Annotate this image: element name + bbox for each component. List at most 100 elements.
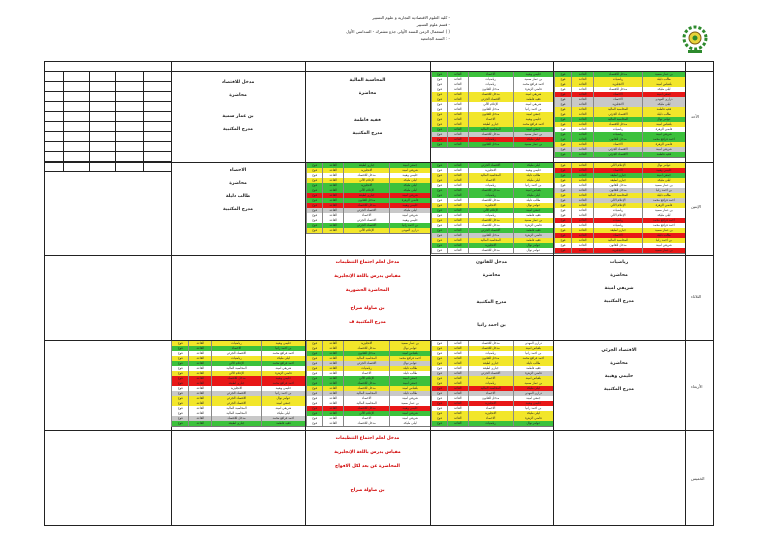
td-cell: القاعة: [446, 193, 468, 198]
td-cell: فوج: [554, 213, 572, 218]
lecture-tue-mgmt: مدخل لعلم اجتماع التنظيمات مقياس يدرس با…: [305, 256, 430, 330]
td-cell: القاعة: [446, 346, 468, 351]
td-cell: الاقتصاد الجزئي: [343, 223, 390, 228]
td-cell: احمد قراقع محمد: [260, 361, 305, 366]
td-cell: فوج: [431, 366, 447, 371]
td-cell: الإعلام الآلي: [467, 102, 513, 107]
td-cell: احمد قراقع محمد: [389, 356, 430, 361]
td-cell: القاعة: [571, 77, 594, 82]
td-cell: الاحصاء: [467, 416, 513, 421]
td-cell: شريفي امينة: [389, 411, 430, 416]
td-cell: حليمي وهيبة: [260, 386, 305, 391]
td-cell: فوج: [306, 391, 323, 396]
td-cell: القاعة: [446, 92, 468, 97]
td-cell: الاحصاء: [467, 406, 513, 411]
td-cell: القاعة: [446, 361, 468, 366]
td-cell: القاعة: [322, 421, 344, 426]
td-cell: القاعة: [188, 401, 212, 406]
lecture-note: مقياس يدرس باللغة الإنجليزية: [334, 450, 401, 455]
td-cell: فوج: [306, 401, 323, 406]
lecture-type: محاضرة: [229, 181, 247, 186]
td-cell: شريفي امينة: [512, 102, 553, 107]
td-cell: القاعة: [571, 142, 594, 147]
td-cell: القاعة: [571, 233, 594, 238]
td-cell: رياضيات: [467, 82, 513, 87]
td-cell: رياضيات: [467, 381, 513, 386]
td-cell: القاعة: [446, 208, 468, 213]
td-cell: فوج: [431, 228, 447, 233]
td-cell: فوج: [431, 188, 447, 193]
td-cell: القاعة: [446, 97, 468, 102]
td-cell: القاعة: [571, 213, 594, 218]
lecture-title: الاحصاء: [229, 168, 247, 173]
td-cell: بن احمد رانيا: [260, 346, 305, 351]
td-cell: القاعة: [571, 243, 594, 248]
td-cell: بن عمار سمية: [512, 77, 553, 82]
td-cell: الاحصاء: [593, 233, 642, 238]
td-cell: القاعة: [446, 381, 468, 386]
td-cell: بن عمار سمية: [512, 218, 553, 223]
td-cell: فوج: [306, 223, 323, 228]
td-cell: القاعة: [188, 361, 212, 366]
td-cell: مدخل للاقتصاد: [467, 218, 513, 223]
td-cell: القاعة: [446, 82, 468, 87]
td-cell: فوج: [306, 361, 323, 366]
td-cell: طالب دليلة: [389, 366, 430, 371]
header-line-1: كلية العلوم الاقتصادية التجارية و علوم ا…: [372, 15, 450, 20]
td-cell: حليمي وهيبة: [512, 117, 553, 122]
td-cell: جباري لطيفة: [593, 178, 642, 183]
td-cell: فوج: [431, 137, 447, 142]
td-cell: مدخل للاقتصاد: [467, 188, 513, 193]
td-cell: شريفي امينة: [260, 406, 305, 411]
td-cell: فوج: [431, 406, 447, 411]
td-cell: رياضيات: [467, 137, 513, 142]
td-cell: رياضيات: [211, 356, 261, 361]
td-cell: بن عمار سمية: [641, 183, 685, 188]
td-cell: مدخل للقانون: [467, 396, 513, 401]
td-cell: فوج: [431, 223, 447, 228]
td-cell: فوج: [431, 72, 447, 77]
td-cell: القاعة: [446, 416, 468, 421]
td-cell: الاقتصاد الجزئي: [211, 391, 261, 396]
td-cell: قاضي الزهرة: [512, 223, 553, 228]
td-cell: جباري لطيفة: [211, 421, 261, 426]
td-cell: القاعة: [571, 193, 594, 198]
td-cell: القاعة: [322, 173, 344, 178]
td-cell: ليلى مليكة: [641, 213, 685, 218]
td-cell: القاعة: [446, 102, 468, 107]
td-cell: مدخل للاقتصاد: [343, 406, 390, 411]
lecture-room: مدرج المكتبية: [352, 131, 383, 136]
td-cell: مدخل للاقتصاد: [467, 198, 513, 203]
td-cell: فوج: [554, 243, 572, 248]
lecture-title: مدخل لعلم اجتماع التنظيمات: [335, 260, 400, 265]
td-cell: رياضيات: [593, 218, 642, 223]
td-cell: فوج: [306, 421, 323, 426]
td-cell: فوج: [306, 346, 323, 351]
td-cell: فوج: [554, 173, 572, 178]
td-cell: القاعة: [322, 376, 344, 381]
td-cell: رياضيات: [467, 421, 513, 426]
td-cell: مدخل للقانون: [467, 87, 513, 92]
td-cell: القاعة: [188, 346, 212, 351]
td-cell: القاعة: [188, 396, 212, 401]
td-cell: القاعة: [322, 341, 344, 346]
td-cell: مدخل للاقتصاد: [343, 173, 390, 178]
td-cell: القاعة: [571, 198, 594, 203]
td-cell: رياضيات: [467, 351, 513, 356]
td-cell: الاقتصاد الجزئي: [211, 351, 261, 356]
td-cell: فوج: [431, 127, 447, 132]
td-cell: عوامر نوال: [512, 203, 553, 208]
td-cell: القاعة: [446, 401, 468, 406]
td-cell: فوج: [431, 401, 447, 406]
td-cell: فوج: [554, 92, 572, 97]
lecture-teacher: شريفي امينة: [604, 286, 634, 291]
td-cell: عوامر نوال: [260, 396, 305, 401]
td-cell: مدخل للقانون: [467, 112, 513, 117]
td-cell: القاعة: [571, 238, 594, 243]
td-cell: شريفي امينة: [389, 193, 430, 198]
td-cell: فوج: [431, 82, 447, 87]
td-cell: فوج: [431, 183, 447, 188]
td-cell: الإعلام الآلي: [211, 371, 261, 376]
td-cell: مدخل للقانون: [467, 233, 513, 238]
td-cell: فوج: [306, 376, 323, 381]
